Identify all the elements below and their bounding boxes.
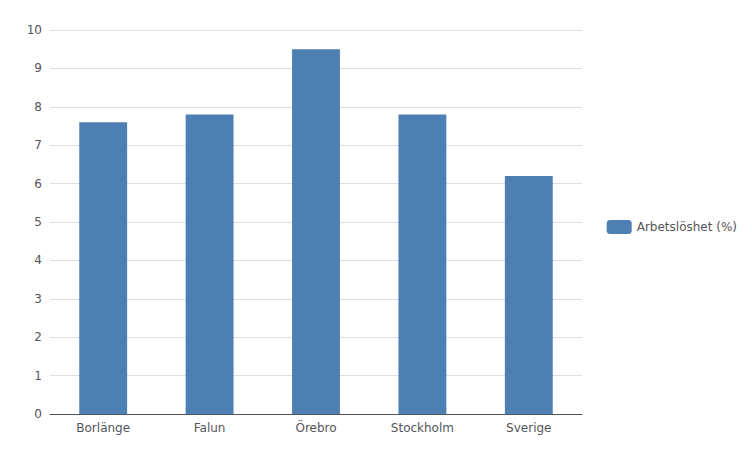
svg-text:6: 6 <box>34 177 42 191</box>
svg-text:Sverige: Sverige <box>506 421 551 435</box>
svg-text:8: 8 <box>34 100 42 114</box>
svg-text:4: 4 <box>34 253 42 267</box>
svg-text:Arbetslöshet (%): Arbetslöshet (%) <box>637 220 737 234</box>
svg-text:9: 9 <box>34 61 42 75</box>
svg-text:5: 5 <box>34 215 42 229</box>
svg-text:Örebro: Örebro <box>295 419 336 435</box>
svg-text:2: 2 <box>34 330 42 344</box>
svg-text:Stockholm: Stockholm <box>391 421 454 435</box>
svg-text:1: 1 <box>34 369 42 383</box>
svg-text:3: 3 <box>34 292 42 306</box>
svg-text:Borlänge: Borlänge <box>76 421 130 435</box>
svg-text:Falun: Falun <box>194 421 226 435</box>
svg-text:10: 10 <box>27 23 42 37</box>
svg-text:0: 0 <box>34 407 42 421</box>
svg-text:7: 7 <box>34 138 42 152</box>
